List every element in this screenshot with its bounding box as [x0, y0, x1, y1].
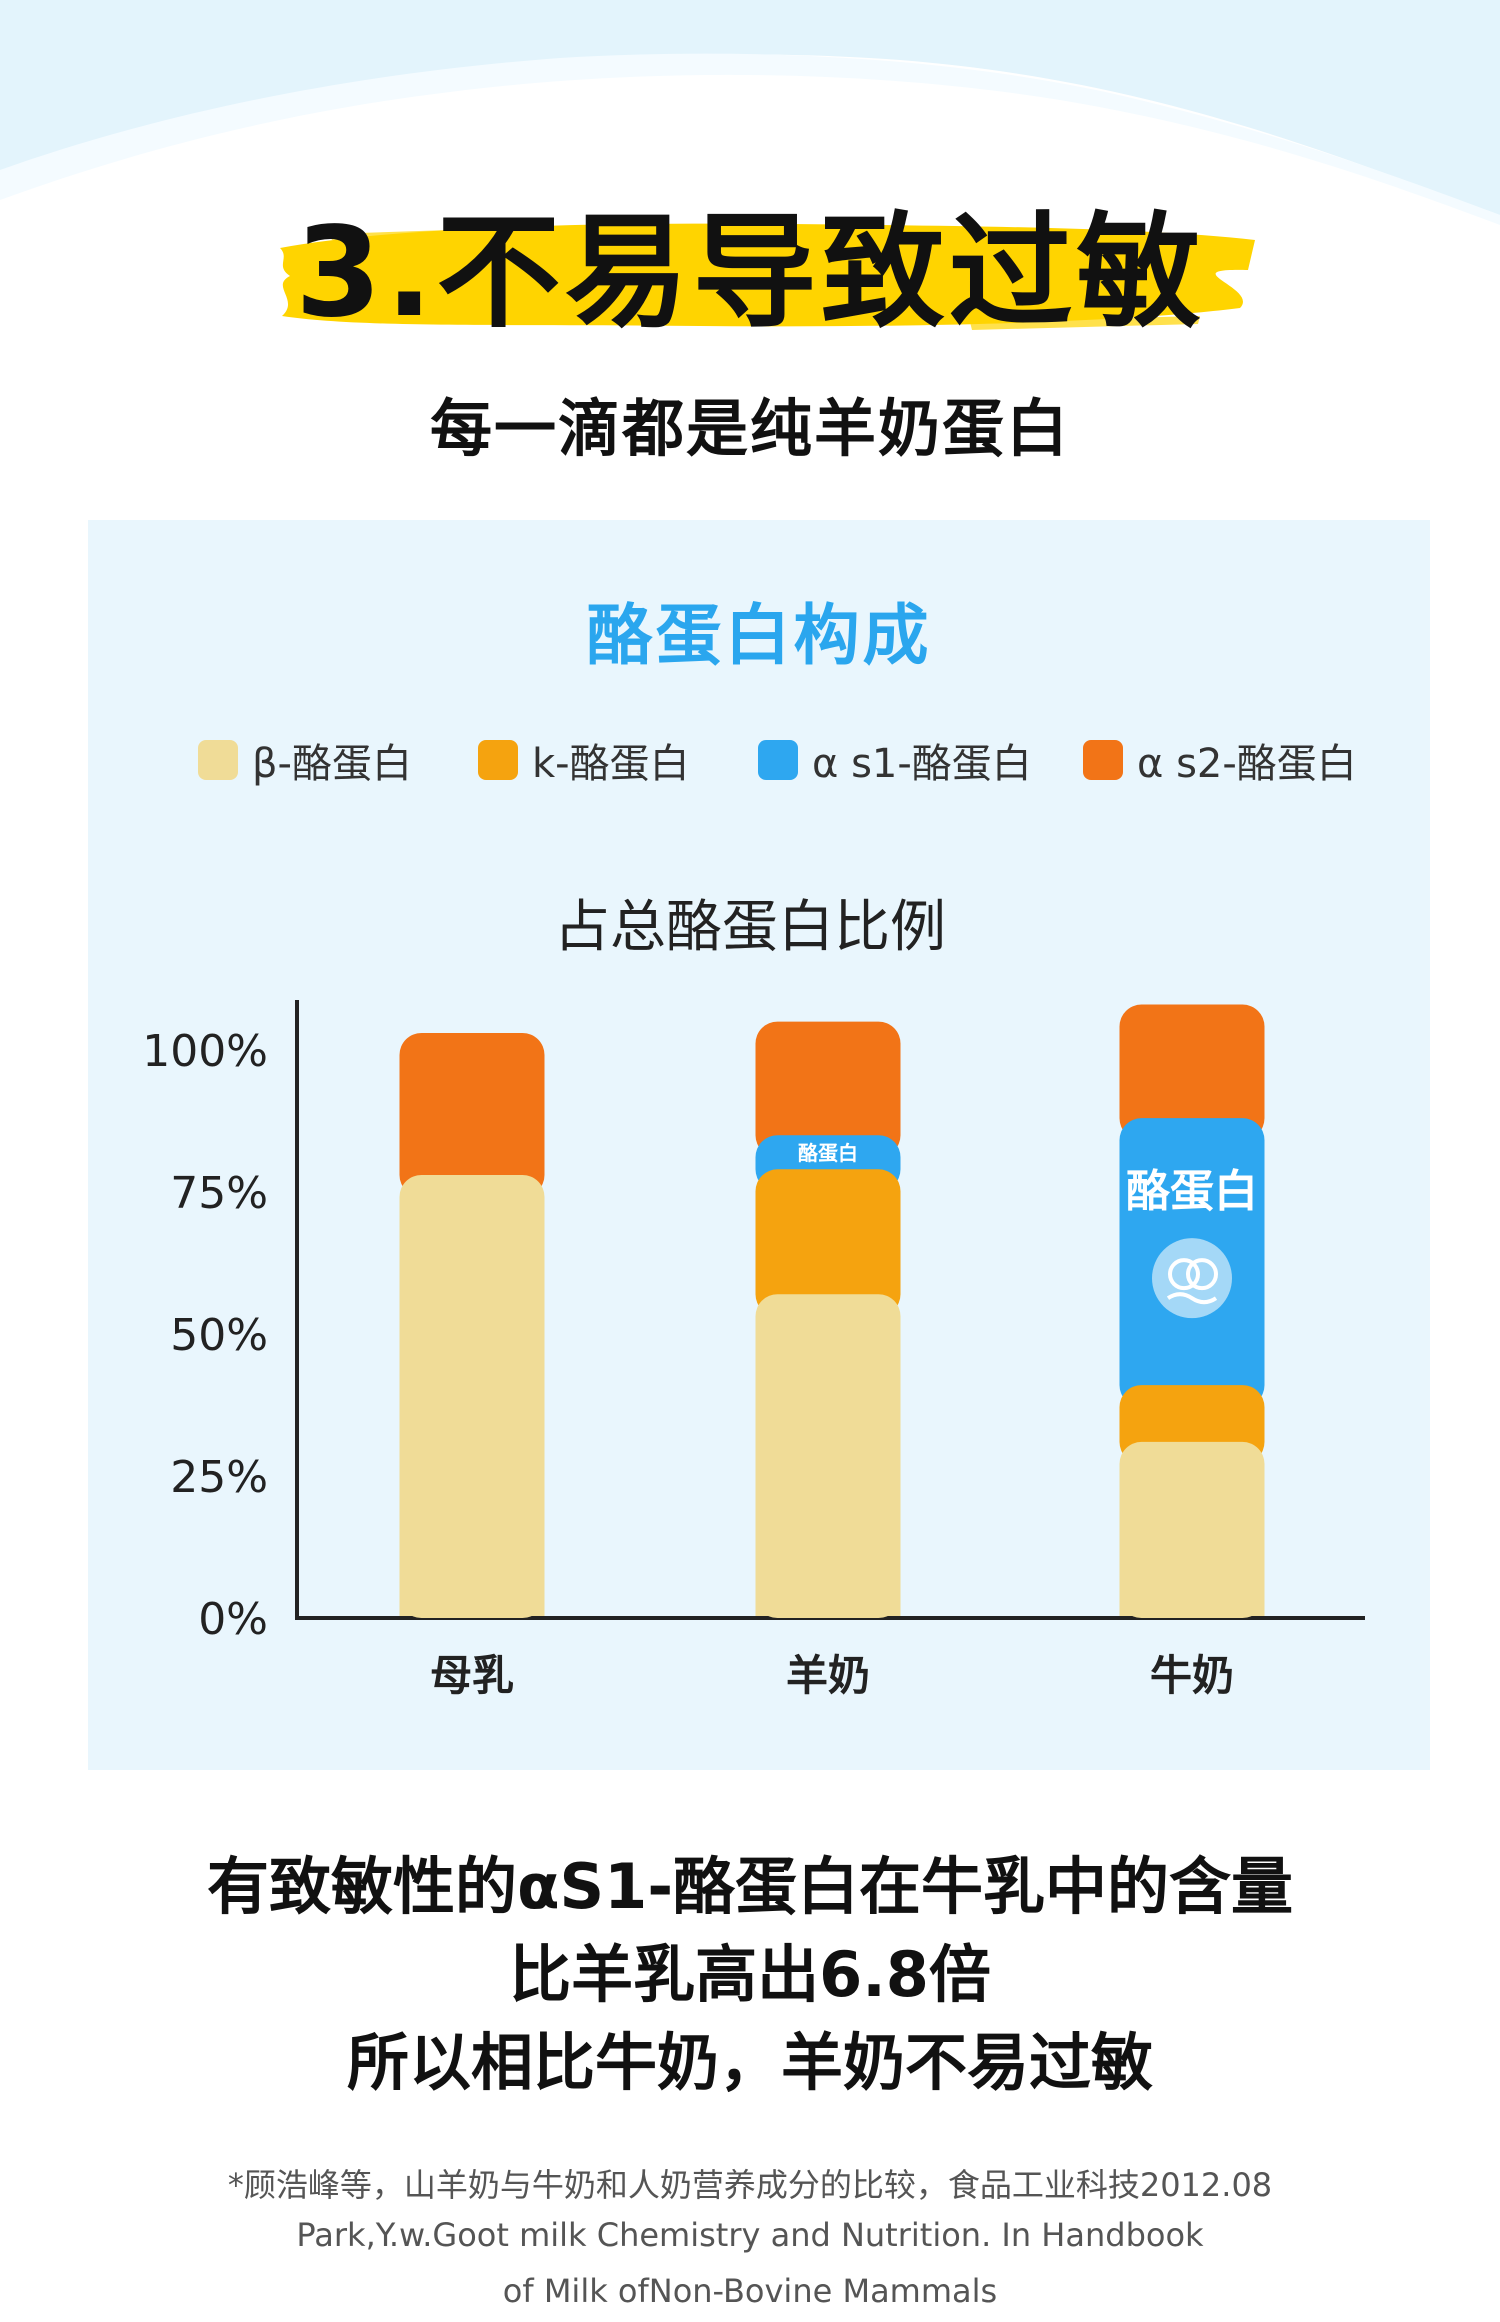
conclusion-line-3: 所以相比牛奶，羊奶不易过敏: [346, 2026, 1153, 2099]
bar-base-beta: [1119, 1592, 1265, 1616]
bar-segment-kappa: [755, 1169, 901, 1317]
legend-item-kappa: k-酪蛋白: [478, 730, 690, 790]
y-tick-label: 0%: [198, 1594, 268, 1645]
y-tick-label: 75%: [170, 1168, 268, 1219]
page-title: 3.不易导致过敏: [295, 201, 1205, 345]
x-tick-label: 母乳: [430, 1651, 514, 1700]
legend-label-kappa: k-酪蛋白: [532, 741, 690, 787]
bar-base-beta: [399, 1592, 545, 1616]
bar-segment-beta: [399, 1174, 545, 1618]
chart-legend: β-酪蛋白 k-酪蛋白 α s1-酪蛋白 α s2-酪蛋白: [198, 730, 1398, 790]
bar-segment-beta: [755, 1294, 901, 1618]
legend-item-as2: α s2-酪蛋白: [1083, 730, 1357, 790]
y-tick-label: 50%: [170, 1310, 268, 1361]
legend-item-beta: β-酪蛋白: [198, 730, 412, 790]
chart-title: 占总酪蛋白比例: [554, 895, 946, 960]
reference-line-2: Park,Y.w.Goot milk Chemistry and Nutriti…: [296, 2216, 1204, 2254]
x-tick-label: 羊奶: [786, 1651, 870, 1700]
y-tick-label: 100%: [142, 1026, 268, 1077]
legend-swatch-as1: [758, 740, 798, 780]
bar-base-beta: [755, 1592, 901, 1616]
legend-label-as2: α s2-酪蛋白: [1137, 741, 1357, 787]
bar-segment-as2: [399, 1032, 545, 1197]
badge-circle-icon: [1152, 1238, 1232, 1319]
bar-segment-beta: [1119, 1441, 1265, 1618]
yellow-brush-highlight: [280, 223, 1255, 330]
top-wave-decoration: [0, 0, 1500, 260]
legend-label-beta: β-酪蛋白: [252, 741, 412, 787]
badge-wave-icon: [1166, 1292, 1218, 1305]
title-block: 3.不易导致过敏: [0, 190, 1500, 360]
conclusion-line-2: 比羊乳高出6.8倍: [509, 1938, 991, 2011]
y-tick-label: 25%: [170, 1452, 268, 1503]
x-tick-label: 牛奶: [1150, 1651, 1234, 1700]
bar-segment-as2: [1119, 1004, 1265, 1141]
legend-label-as1: α s1-酪蛋白: [812, 741, 1032, 787]
panel-title: 酪蛋白构成: [586, 597, 932, 674]
legend-item-as1: α s1-酪蛋白: [758, 730, 1032, 790]
bar-segment-as2: [755, 1021, 901, 1158]
page-subtitle: 每一滴都是纯羊奶蛋白: [429, 392, 1070, 465]
legend-swatch-kappa: [478, 740, 518, 780]
legend-swatch-as2: [1083, 740, 1123, 780]
segment-label: 酪蛋白: [798, 1141, 858, 1165]
badge-ring-icon: [1186, 1258, 1218, 1291]
legend-swatch-beta: [198, 740, 238, 780]
segment-label: 酪蛋白: [1126, 1166, 1258, 1217]
conclusion-line-1: 有致敏性的αS1-酪蛋白在牛乳中的含量: [206, 1850, 1294, 1923]
reference-line-1: *顾浩峰等，山羊奶与牛奶和人奶营养成分的比较，食品工业科技2012.08: [227, 2166, 1273, 2204]
reference-line-3: of Milk ofNon-Bovine Mammals: [502, 2272, 998, 2310]
badge-ring-icon: [1168, 1258, 1200, 1291]
